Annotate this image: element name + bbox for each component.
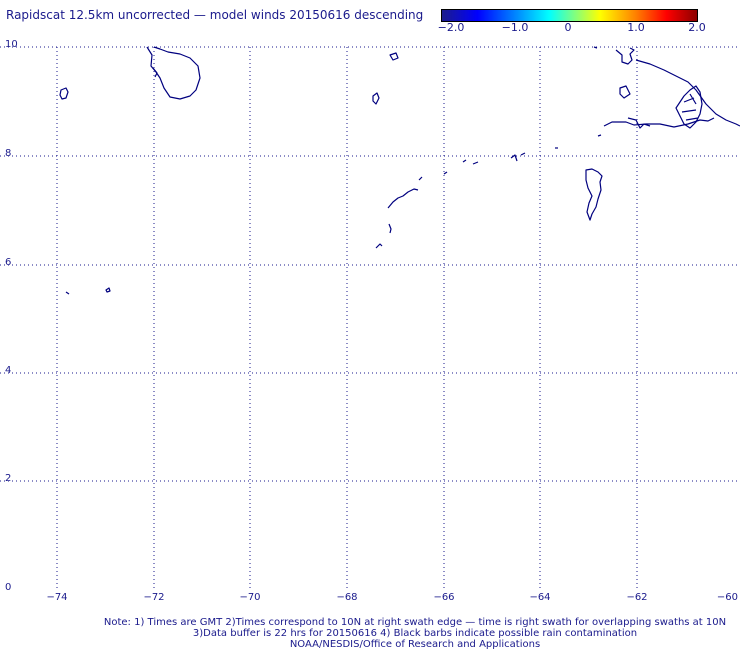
grid-lines — [0, 46, 740, 590]
colorbar-tick-label: −2.0 — [437, 21, 465, 34]
coast-chain-6 — [462, 159, 479, 165]
coast-chain-3 — [388, 223, 392, 234]
island-trinidad — [585, 168, 603, 221]
island-aruba — [389, 52, 399, 61]
lon-label-60: −60 — [717, 592, 738, 603]
coast-tick-east — [593, 46, 598, 49]
wind-colorbar — [441, 9, 698, 22]
coast-inlet-east — [627, 117, 651, 129]
coast-chain-2 — [418, 176, 423, 181]
footnotes: Note: 1) Times are GMT 2)Times correspon… — [0, 617, 740, 650]
lon-label-72: −72 — [143, 592, 164, 603]
map-title: Rapidscat 12.5km uncorrected — model win… — [6, 8, 424, 22]
coastline-islet — [152, 67, 158, 78]
lat-label-0: 0 — [5, 582, 11, 593]
footnote-line-3: NOAA/NESDIS/Office of Research and Appli… — [289, 639, 541, 650]
lon-label-64: −64 — [529, 592, 550, 603]
lon-label-68: −68 — [336, 592, 357, 603]
footnote-line-2: 3)Data buffer is 22 hrs for 20150616 4) … — [192, 628, 638, 639]
islet-east — [597, 134, 602, 137]
coastline-paria — [603, 117, 715, 128]
island-tobago — [619, 85, 631, 99]
lat-label-8: 8 — [5, 148, 11, 159]
lat-label-4: 4 — [5, 365, 11, 376]
coast-chain-1 — [387, 188, 419, 209]
lat-label-2: 2 — [5, 473, 11, 484]
lat-label-10: 10 — [5, 39, 18, 50]
coastline-grenada — [615, 47, 635, 65]
footnote-line-1: Note: 1) Times are GMT 2)Times correspon… — [103, 617, 727, 628]
lon-label-74: −74 — [46, 592, 67, 603]
lon-label-62: −62 — [626, 592, 647, 603]
island-sw-2 — [105, 287, 111, 293]
coast-chain-5 — [443, 171, 448, 175]
lon-label-66: −66 — [433, 592, 454, 603]
colorbar-tick-label: 1.0 — [627, 21, 645, 34]
colorbar-tick-label: −1.0 — [501, 21, 529, 34]
colorbar-tick-label: 0 — [564, 21, 572, 34]
island-west — [59, 87, 69, 100]
coastline-guajira — [146, 46, 201, 100]
lat-label-6: 6 — [5, 257, 11, 268]
coastline-east — [635, 59, 740, 127]
colorbar-tick-label: 2.0 — [688, 21, 706, 34]
island-sw-1 — [65, 291, 70, 295]
coastlines — [59, 46, 740, 295]
island-bonaire — [372, 92, 380, 105]
coast-chain-4 — [375, 243, 383, 249]
delta-orinoco — [675, 85, 703, 129]
coast-chain-7 — [510, 152, 526, 162]
lon-label-70: −70 — [239, 592, 260, 603]
